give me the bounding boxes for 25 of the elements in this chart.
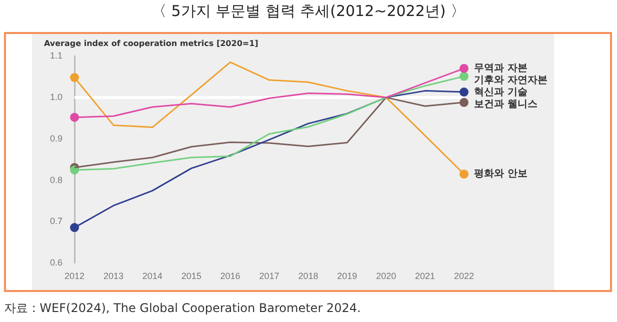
x-tick-label: 2016 (220, 271, 240, 282)
x-tick-label: 2022 (454, 271, 474, 282)
series-label: 보건과 웰니스 (474, 99, 538, 110)
y-tick-label: 1.1 (50, 50, 63, 60)
x-tick-label: 2019 (337, 271, 358, 282)
series-label: 기후와 자연자본 (474, 75, 548, 86)
y-tick-label: 0.6 (50, 258, 63, 268)
y-axis-title: Average index of cooperation metrics [2020=1] (44, 39, 258, 48)
series-label: 무역과 자본 (474, 63, 528, 74)
y-tick-label: 0.9 (50, 133, 63, 144)
y-tick-label: 1.0 (50, 92, 63, 102)
y-tick-label: 0.7 (50, 216, 63, 226)
text: 자료 : WEF(2024), The Global Cooperation Barometer 2024. (4, 300, 361, 317)
x-tick-label: 2017 (259, 271, 280, 282)
x-tick-label: 2018 (298, 271, 318, 282)
x-tick-label: 2020 (376, 271, 396, 282)
x-tick-label: 2021 (415, 271, 436, 282)
x-tick-label: 2012 (64, 271, 85, 282)
y-tick-label: 0.8 (50, 174, 63, 185)
series-label: 평화와 안보 (474, 168, 528, 180)
x-tick-label: 2015 (181, 271, 202, 282)
series-label: 혁신과 기술 (474, 87, 528, 98)
chart-title: 〈 5가지 부문별 협력 추세(2012~2022년) 〉 (150, 2, 466, 21)
x-tick-label: 2014 (142, 271, 162, 282)
x-tick-label: 2013 (103, 271, 124, 282)
